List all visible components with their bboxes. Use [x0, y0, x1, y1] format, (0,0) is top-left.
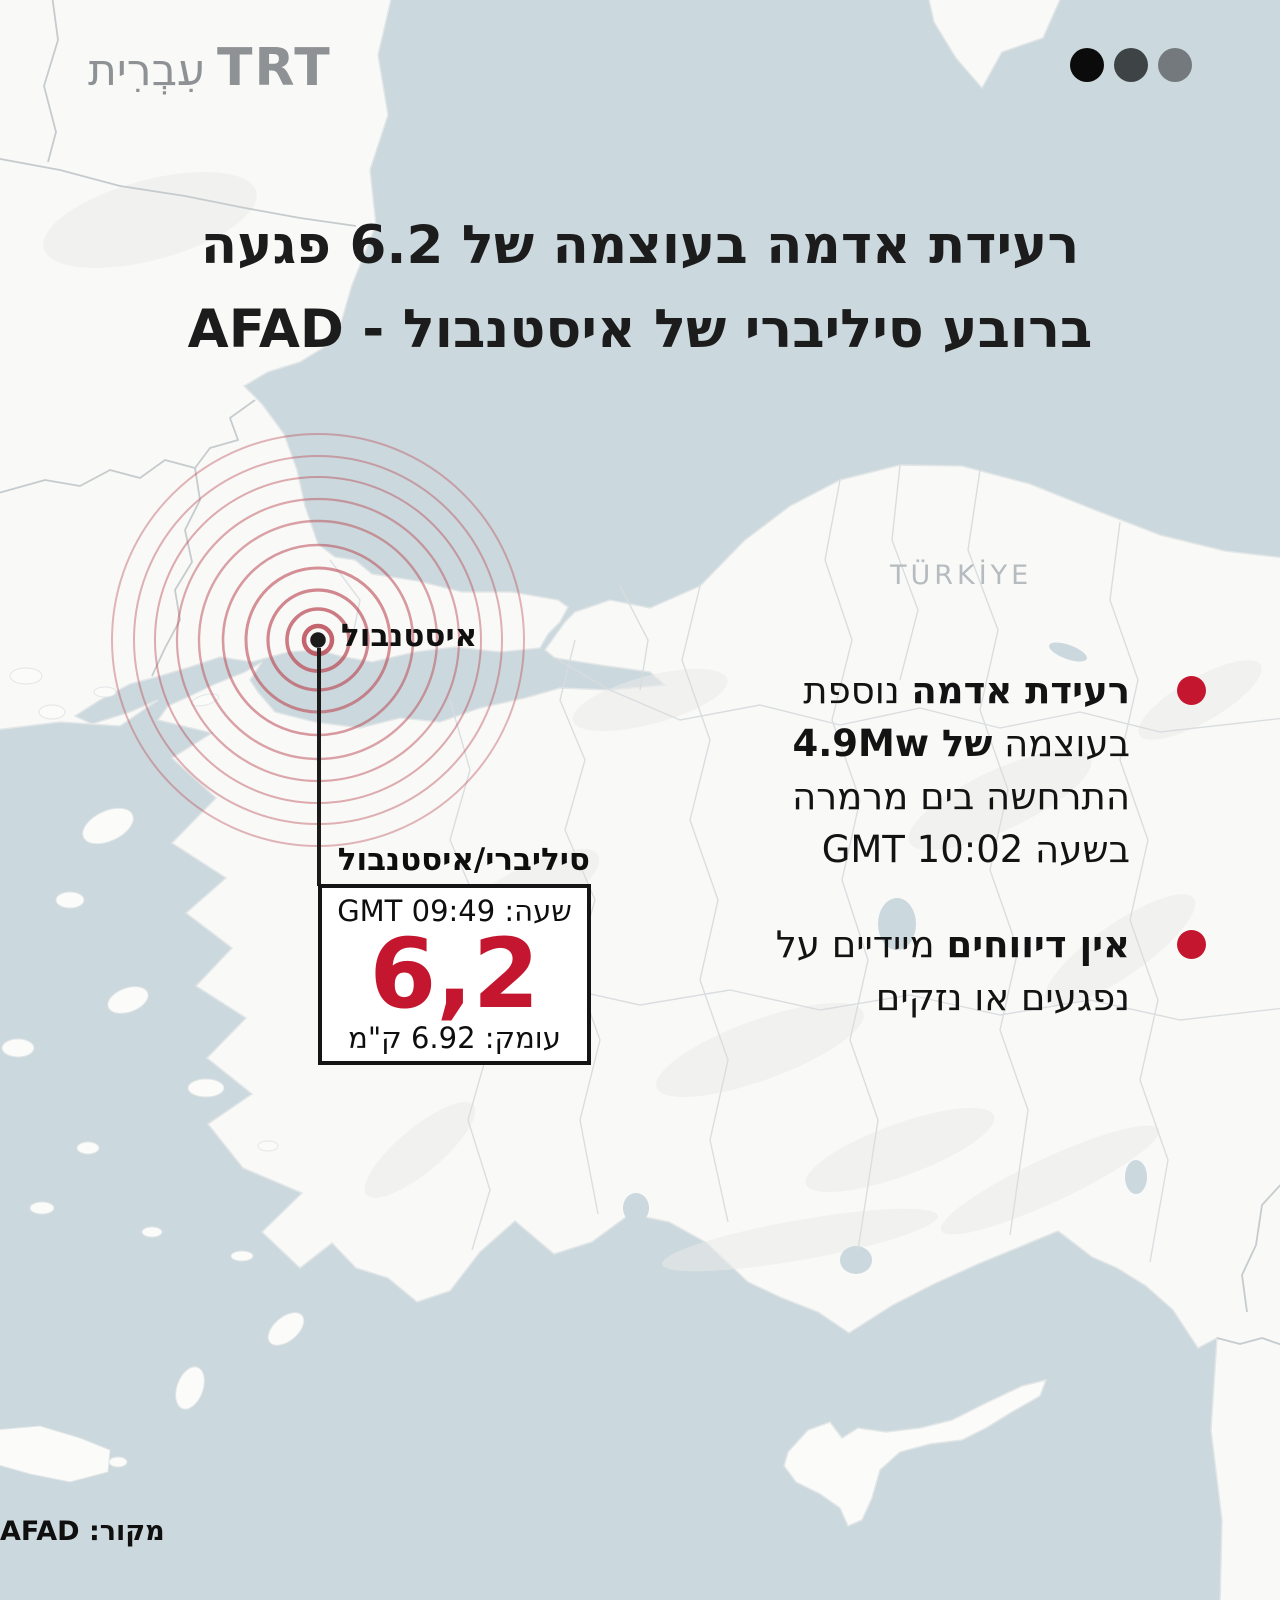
country-label: TÜRKİYE — [890, 560, 1033, 591]
bullet2-line2: נפגעים או נזקים — [875, 976, 1130, 1019]
brand-dot-gray — [1158, 48, 1192, 82]
headline: רעידת אדמה בעוצמה של 6.2 פגעה ברובע סילי… — [0, 204, 1280, 372]
bullet-item-no-reports: אין דיווחים מיידיים על נפגעים או נזקים — [610, 918, 1210, 1024]
bullet-list: רעידת אדמה נוספת בעוצמה של 4.9Mw התרחשה … — [610, 664, 1210, 1024]
logo-hebrew-text: עִבְרִית — [88, 45, 206, 96]
bullet-marker-icon — [1177, 930, 1206, 959]
epicenter-dot — [307, 629, 329, 651]
lakes — [372, 642, 1147, 1274]
bullet1-line2: בעוצמה של 4.9Mw — [792, 722, 1130, 765]
bullet1-line4: בשעה GMT 10:02 — [821, 828, 1130, 871]
source-credit: מקור: AFAD — [0, 1516, 1186, 1547]
logo-trt-text: TRT — [217, 38, 332, 98]
headline-line-2: ברובע סיליברי של איסטנבול - AFAD — [187, 299, 1093, 360]
brand-dots — [1070, 48, 1192, 82]
land-crimea — [928, 0, 1061, 90]
relief-shading — [43, 172, 1262, 1272]
bullet2-line1: אין דיווחים מיידיים על — [775, 923, 1130, 966]
trt-hebrew-logo: TRT עִבְרִית — [88, 38, 332, 98]
bullet1-line1: רעידת אדמה נוספת — [803, 669, 1130, 712]
quake-card-title: סיליברי/איסטנבול — [258, 842, 590, 878]
aegean-islands — [0, 667, 305, 1483]
quake-card: שעה: GMT 09:49 6,2 עומק: 6.92 ק"מ — [318, 884, 591, 1065]
bullet1-line3: התרחשה בים מרמרה — [792, 775, 1130, 818]
quake-time: שעה: GMT 09:49 — [337, 894, 572, 928]
quake-card-title-text: סיליברי/איסטנבול — [337, 842, 590, 878]
quake-magnitude: 6,2 — [369, 918, 540, 1031]
bullet-item-aftershock: רעידת אדמה נוספת בעוצמה של 4.9Mw התרחשה … — [610, 664, 1210, 876]
quake-depth: עומק: 6.92 ק"מ — [348, 1021, 561, 1055]
bullet-marker-icon — [1177, 676, 1206, 705]
national-borders — [0, 0, 1280, 1346]
headline-line-1: רעידת אדמה בעוצמה של 6.2 פגעה — [200, 215, 1080, 276]
brand-dot-black — [1070, 48, 1104, 82]
city-label-istanbul: איסטנבול — [341, 618, 478, 654]
cyprus-island — [783, 1378, 1048, 1527]
source-credit-text: מקור: AFAD — [0, 1516, 165, 1547]
brand-dot-dark-gray — [1114, 48, 1148, 82]
epicenter-connector-line — [317, 648, 321, 886]
